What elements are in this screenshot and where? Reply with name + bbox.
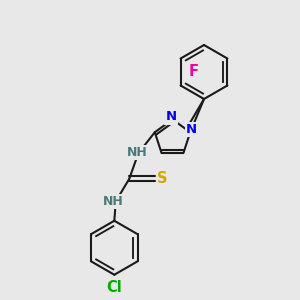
Text: Cl: Cl [106, 280, 122, 295]
Text: F: F [189, 64, 199, 80]
Text: NH: NH [102, 195, 123, 208]
Text: S: S [157, 171, 168, 186]
Text: N: N [165, 110, 177, 124]
Text: NH: NH [126, 146, 147, 159]
Text: N: N [186, 123, 197, 136]
